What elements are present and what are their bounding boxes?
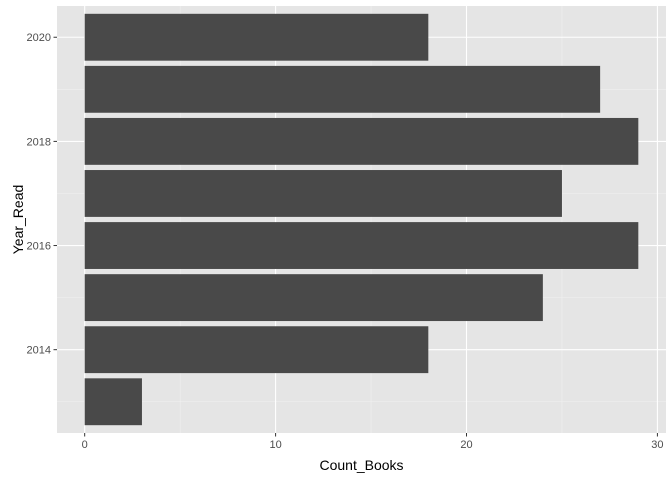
bar-2019 (84, 65, 601, 113)
x-axis-title: Count_Books (319, 457, 403, 473)
y-tick-label: 2016 (27, 241, 51, 253)
y-tick-label: 2020 (27, 32, 51, 44)
y-axis: 2014 2016 2018 2020 (27, 32, 57, 357)
bar-2017 (84, 170, 562, 217)
y-axis-title: Year_Read (10, 185, 26, 255)
x-tick-label: 20 (460, 439, 472, 451)
x-axis: 0 10 20 30 (82, 433, 664, 451)
y-tick-label: 2014 (27, 345, 51, 357)
bar-2013 (84, 378, 142, 426)
bar-2015 (84, 274, 543, 322)
bar-2016 (84, 222, 639, 269)
y-tick-label: 2018 (27, 136, 51, 148)
bar-2020 (84, 13, 429, 61)
x-tick-label: 10 (269, 439, 281, 451)
x-tick-label: 0 (82, 439, 88, 451)
bars (84, 13, 639, 426)
bar-2014 (84, 326, 429, 374)
x-tick-label: 30 (651, 439, 663, 451)
bar-2018 (84, 117, 639, 165)
